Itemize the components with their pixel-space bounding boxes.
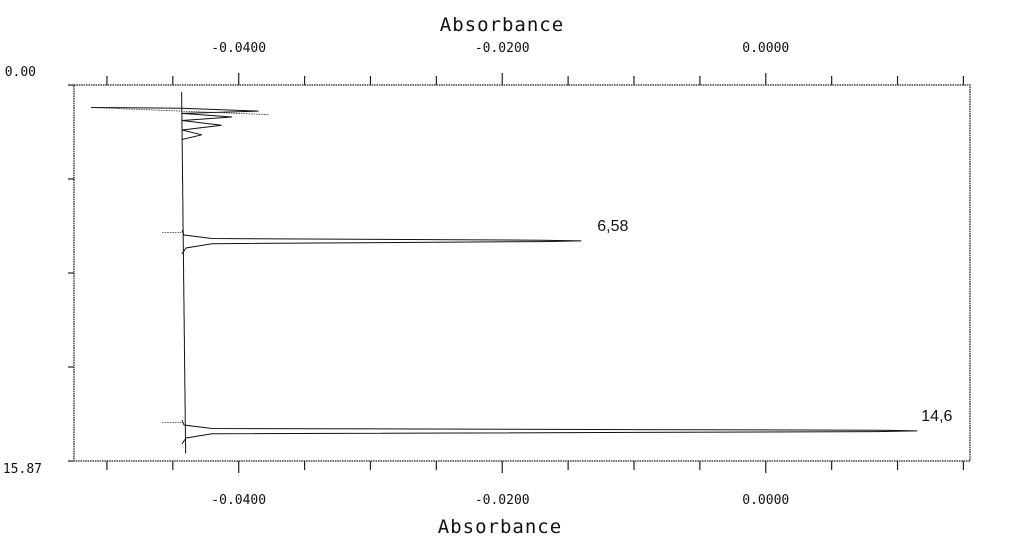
y-tick-label-start: 0.00 [5, 65, 36, 80]
chromatogram-traces [91, 92, 918, 454]
bottom-tick-label-2: 0.0000 [742, 493, 789, 508]
top-axis-ticks [106, 73, 965, 85]
bottom-tick-label-1: -0.0200 [475, 493, 530, 508]
y-tick-label-end: 15.87 [3, 462, 42, 477]
x-axis-title-top: Absorbance [440, 14, 564, 36]
top-tick-label-1: -0.0200 [475, 41, 530, 56]
peak-trace-1 [181, 230, 582, 255]
peak-label-2: 14,6 [921, 408, 952, 425]
top-tick-label-2: 0.0000 [742, 41, 789, 56]
injection-disturbance-echo [91, 107, 270, 116]
top-tick-label-0: -0.0400 [211, 41, 266, 56]
peak-label-1: 6,58 [597, 218, 628, 235]
peak-trace-2 [181, 420, 918, 445]
bottom-axis-ticks [106, 461, 965, 473]
left-axis-ticks [68, 84, 74, 462]
bottom-tick-label-0: -0.0400 [211, 493, 266, 508]
x-axis-title-bottom: Absorbance [438, 516, 562, 538]
injection-disturbance-trace [91, 107, 259, 140]
baseline-trace [181, 92, 187, 454]
plot-frame [73, 84, 971, 462]
